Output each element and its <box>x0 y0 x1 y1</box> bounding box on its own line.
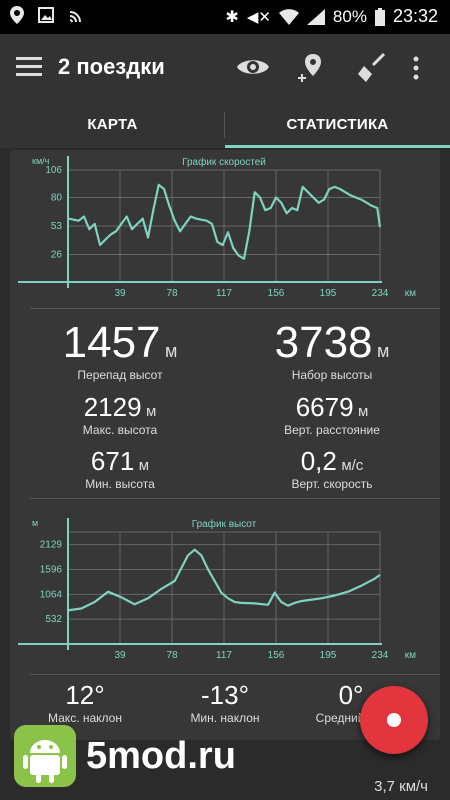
app-bar: 2 поездки <box>0 34 450 100</box>
max-alt-value: 2129 <box>83 392 142 422</box>
vert-speed-value: 0,2 <box>300 446 337 476</box>
speed-chart-x-tick: 195 <box>320 288 337 299</box>
divider <box>30 498 440 499</box>
max-slope-label: Макс. наклон <box>48 711 122 725</box>
mute-icon: ◀✕ <box>246 8 271 26</box>
altitude-chart-y-tick: 1064 <box>40 589 63 600</box>
altitude-chart-x-tick: 234 <box>372 650 389 661</box>
vert-dist-label: Верт. расстояние <box>284 423 380 437</box>
elev-diff-value: 1457 <box>62 318 161 367</box>
wifi-icon <box>278 8 299 25</box>
current-speed: 3,7 км/ч <box>374 778 428 795</box>
add-location-icon[interactable] <box>296 52 326 86</box>
speed-chart-y-tick: 106 <box>45 165 62 176</box>
tab-divider <box>224 112 225 138</box>
speed-chart-y-tick: 53 <box>51 221 63 232</box>
elev-diff-label: Перепад высот <box>77 368 163 382</box>
record-button[interactable] <box>360 686 428 754</box>
speed-chart-x-tick: 156 <box>268 288 285 299</box>
max-slope-stat: 12° Макс. наклон <box>20 680 150 725</box>
min-alt-unit: м <box>138 457 150 474</box>
image-icon <box>38 7 54 23</box>
elev-gain-value: 3738 <box>274 318 373 367</box>
altitude-chart-x-tick: 78 <box>166 650 178 661</box>
tab-bar: КАРТА СТАТИСТИКА <box>0 100 450 148</box>
avg-slope-value: 0° <box>338 680 364 710</box>
max-alt-stat: 2129 м Макс. высота <box>30 392 210 437</box>
elev-diff-unit: м <box>164 341 178 361</box>
speed-chart-x-unit: км <box>405 288 416 299</box>
location-icon <box>10 6 24 24</box>
battery-level: 80% <box>332 6 367 26</box>
altitude-chart-x-tick: 117 <box>216 650 232 661</box>
tab-statistics[interactable]: СТАТИСТИКА <box>225 100 450 148</box>
speed-chart-y-unit: км/ч <box>32 156 50 166</box>
record-icon <box>387 713 401 727</box>
divider <box>30 308 440 309</box>
altitude-chart-x-tick: 156 <box>268 650 285 661</box>
broom-icon[interactable] <box>356 52 388 84</box>
speed-chart-x-tick: 39 <box>114 288 126 299</box>
altitude-chart: График высот м 39 78 117 156 195 234 2129 1596 106… <box>18 518 416 661</box>
vert-dist-value: 6679 <box>295 392 354 422</box>
speed-chart: График скоростей км/ч 39 78 117 156 195 234 106 8… <box>18 156 416 299</box>
altitude-chart-y-unit: м <box>32 518 38 528</box>
speed-chart-x-tick: 234 <box>372 288 389 299</box>
altitude-chart-y-tick: 2129 <box>40 540 63 551</box>
min-slope-label: Мин. наклон <box>190 711 260 725</box>
android-icon <box>14 725 76 787</box>
speed-chart-x-tick: 78 <box>166 288 178 299</box>
watermark-text: 5mod.ru <box>86 734 236 777</box>
battery-icon <box>374 7 385 26</box>
elev-gain-label: Набор высоты <box>291 368 373 382</box>
min-alt-value: 671 <box>90 446 135 476</box>
min-alt-stat: 671 м Мин. высота <box>30 446 210 491</box>
min-alt-label: Мин. высота <box>85 477 155 491</box>
min-slope-stat: -13° Мин. наклон <box>160 680 290 725</box>
status-bar: ✱ ◀✕ 80% 23:32 <box>0 0 450 34</box>
max-alt-unit: м <box>145 403 157 420</box>
altitude-chart-x-tick: 195 <box>320 650 337 661</box>
divider <box>30 674 440 675</box>
elev-gain-stat: 3738 м Набор высоты <box>242 318 422 382</box>
page-title: 2 поездки <box>58 54 165 79</box>
signal-icon <box>306 8 325 25</box>
watermark: 5mod.ru <box>14 724 236 788</box>
vert-dist-unit: м <box>357 403 369 420</box>
speed-chart-y-tick: 26 <box>51 250 63 261</box>
eye-icon[interactable] <box>236 52 270 82</box>
more-vert-icon[interactable] <box>412 56 420 80</box>
clock: 23:32 <box>392 6 438 26</box>
tab-map[interactable]: КАРТА <box>87 116 138 133</box>
elev-diff-stat: 1457 м Перепад высот <box>30 318 210 382</box>
altitude-chart-x-unit: км <box>405 650 416 661</box>
speed-chart-series-line <box>67 183 382 260</box>
statistics-card: График скоростей км/ч 39 78 117 156 195 234 106 8… <box>10 150 440 740</box>
vert-speed-label: Верт. скорость <box>291 477 373 491</box>
max-slope-value: 12° <box>65 680 105 710</box>
altitude-chart-title: График высот <box>192 518 257 530</box>
vert-dist-stat: 6679 м Верт. расстояние <box>242 392 422 437</box>
altitude-chart-y-tick: 1596 <box>40 565 63 576</box>
bluetooth-icon: ✱ <box>225 8 239 26</box>
menu-icon[interactable] <box>16 56 42 76</box>
speed-chart-title: График скоростей <box>182 156 266 168</box>
vert-speed-unit: м/с <box>341 457 364 474</box>
max-alt-label: Макс. высота <box>82 423 158 437</box>
speed-chart-x-tick: 117 <box>216 288 232 299</box>
cast-icon <box>69 11 81 23</box>
altitude-chart-y-tick: 532 <box>45 614 62 625</box>
altitude-chart-series-line <box>67 548 381 612</box>
vert-speed-stat: 0,2 м/с Верт. скорость <box>242 446 422 491</box>
altitude-chart-x-tick: 39 <box>114 650 126 661</box>
speed-chart-y-tick: 80 <box>51 192 63 203</box>
elev-gain-unit: м <box>376 341 390 361</box>
min-slope-value: -13° <box>201 680 249 710</box>
